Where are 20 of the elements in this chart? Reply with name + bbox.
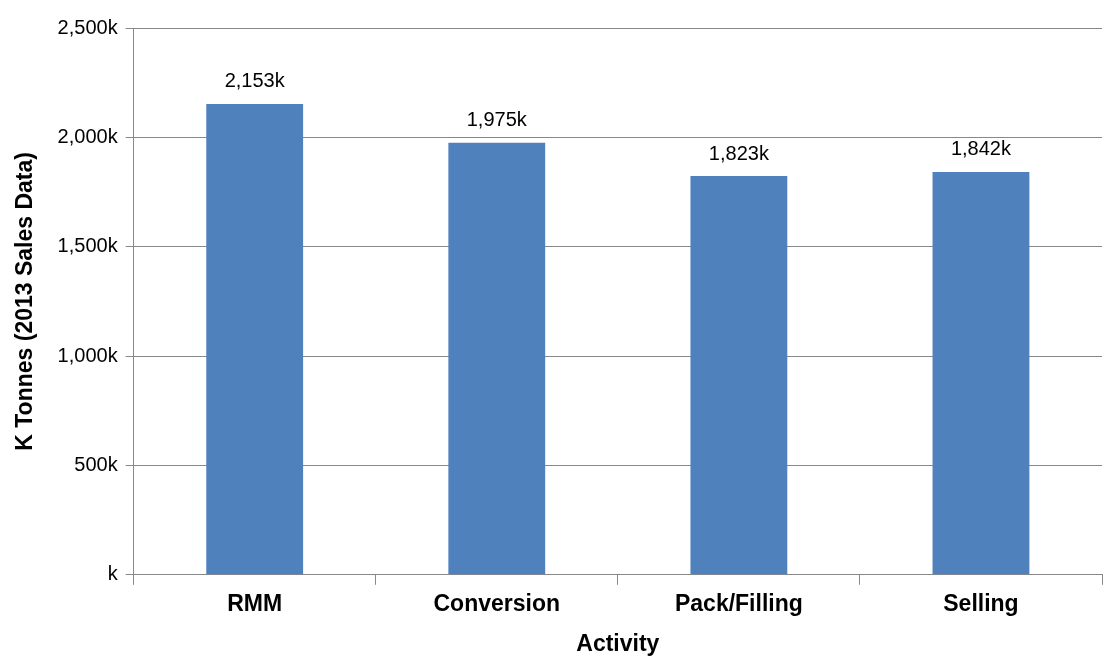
y-tick-label: 1,500k <box>57 234 119 257</box>
x-tick-label: Selling <box>943 589 1019 616</box>
bar <box>448 142 546 575</box>
bar <box>206 103 304 575</box>
x-axis-title: Activity <box>576 629 660 656</box>
data-label: 2,153k <box>224 69 286 92</box>
data-label: 1,842k <box>950 137 1012 160</box>
data-label: 1,823k <box>708 141 770 164</box>
y-tick-label: 500k <box>74 452 119 475</box>
y-tick-label: 2,000k <box>57 124 119 147</box>
bar <box>932 171 1030 575</box>
data-label: 1,975k <box>466 108 528 131</box>
bar <box>690 176 788 575</box>
y-tick-label: 1,000k <box>57 343 119 366</box>
x-tick-label: RMM <box>227 589 283 616</box>
x-tick-label: Conversion <box>433 589 561 616</box>
y-axis-title: K Tonnes (2013 Sales Data) <box>11 152 38 451</box>
y-tick-label: 2,500k <box>57 15 119 38</box>
y-tick-label: k <box>107 562 119 585</box>
x-tick-label: Pack/Filling <box>674 589 803 616</box>
